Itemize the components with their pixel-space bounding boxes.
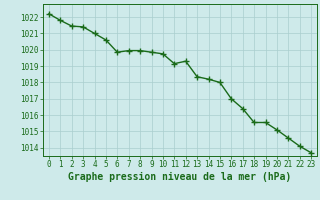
X-axis label: Graphe pression niveau de la mer (hPa): Graphe pression niveau de la mer (hPa)	[68, 172, 292, 182]
